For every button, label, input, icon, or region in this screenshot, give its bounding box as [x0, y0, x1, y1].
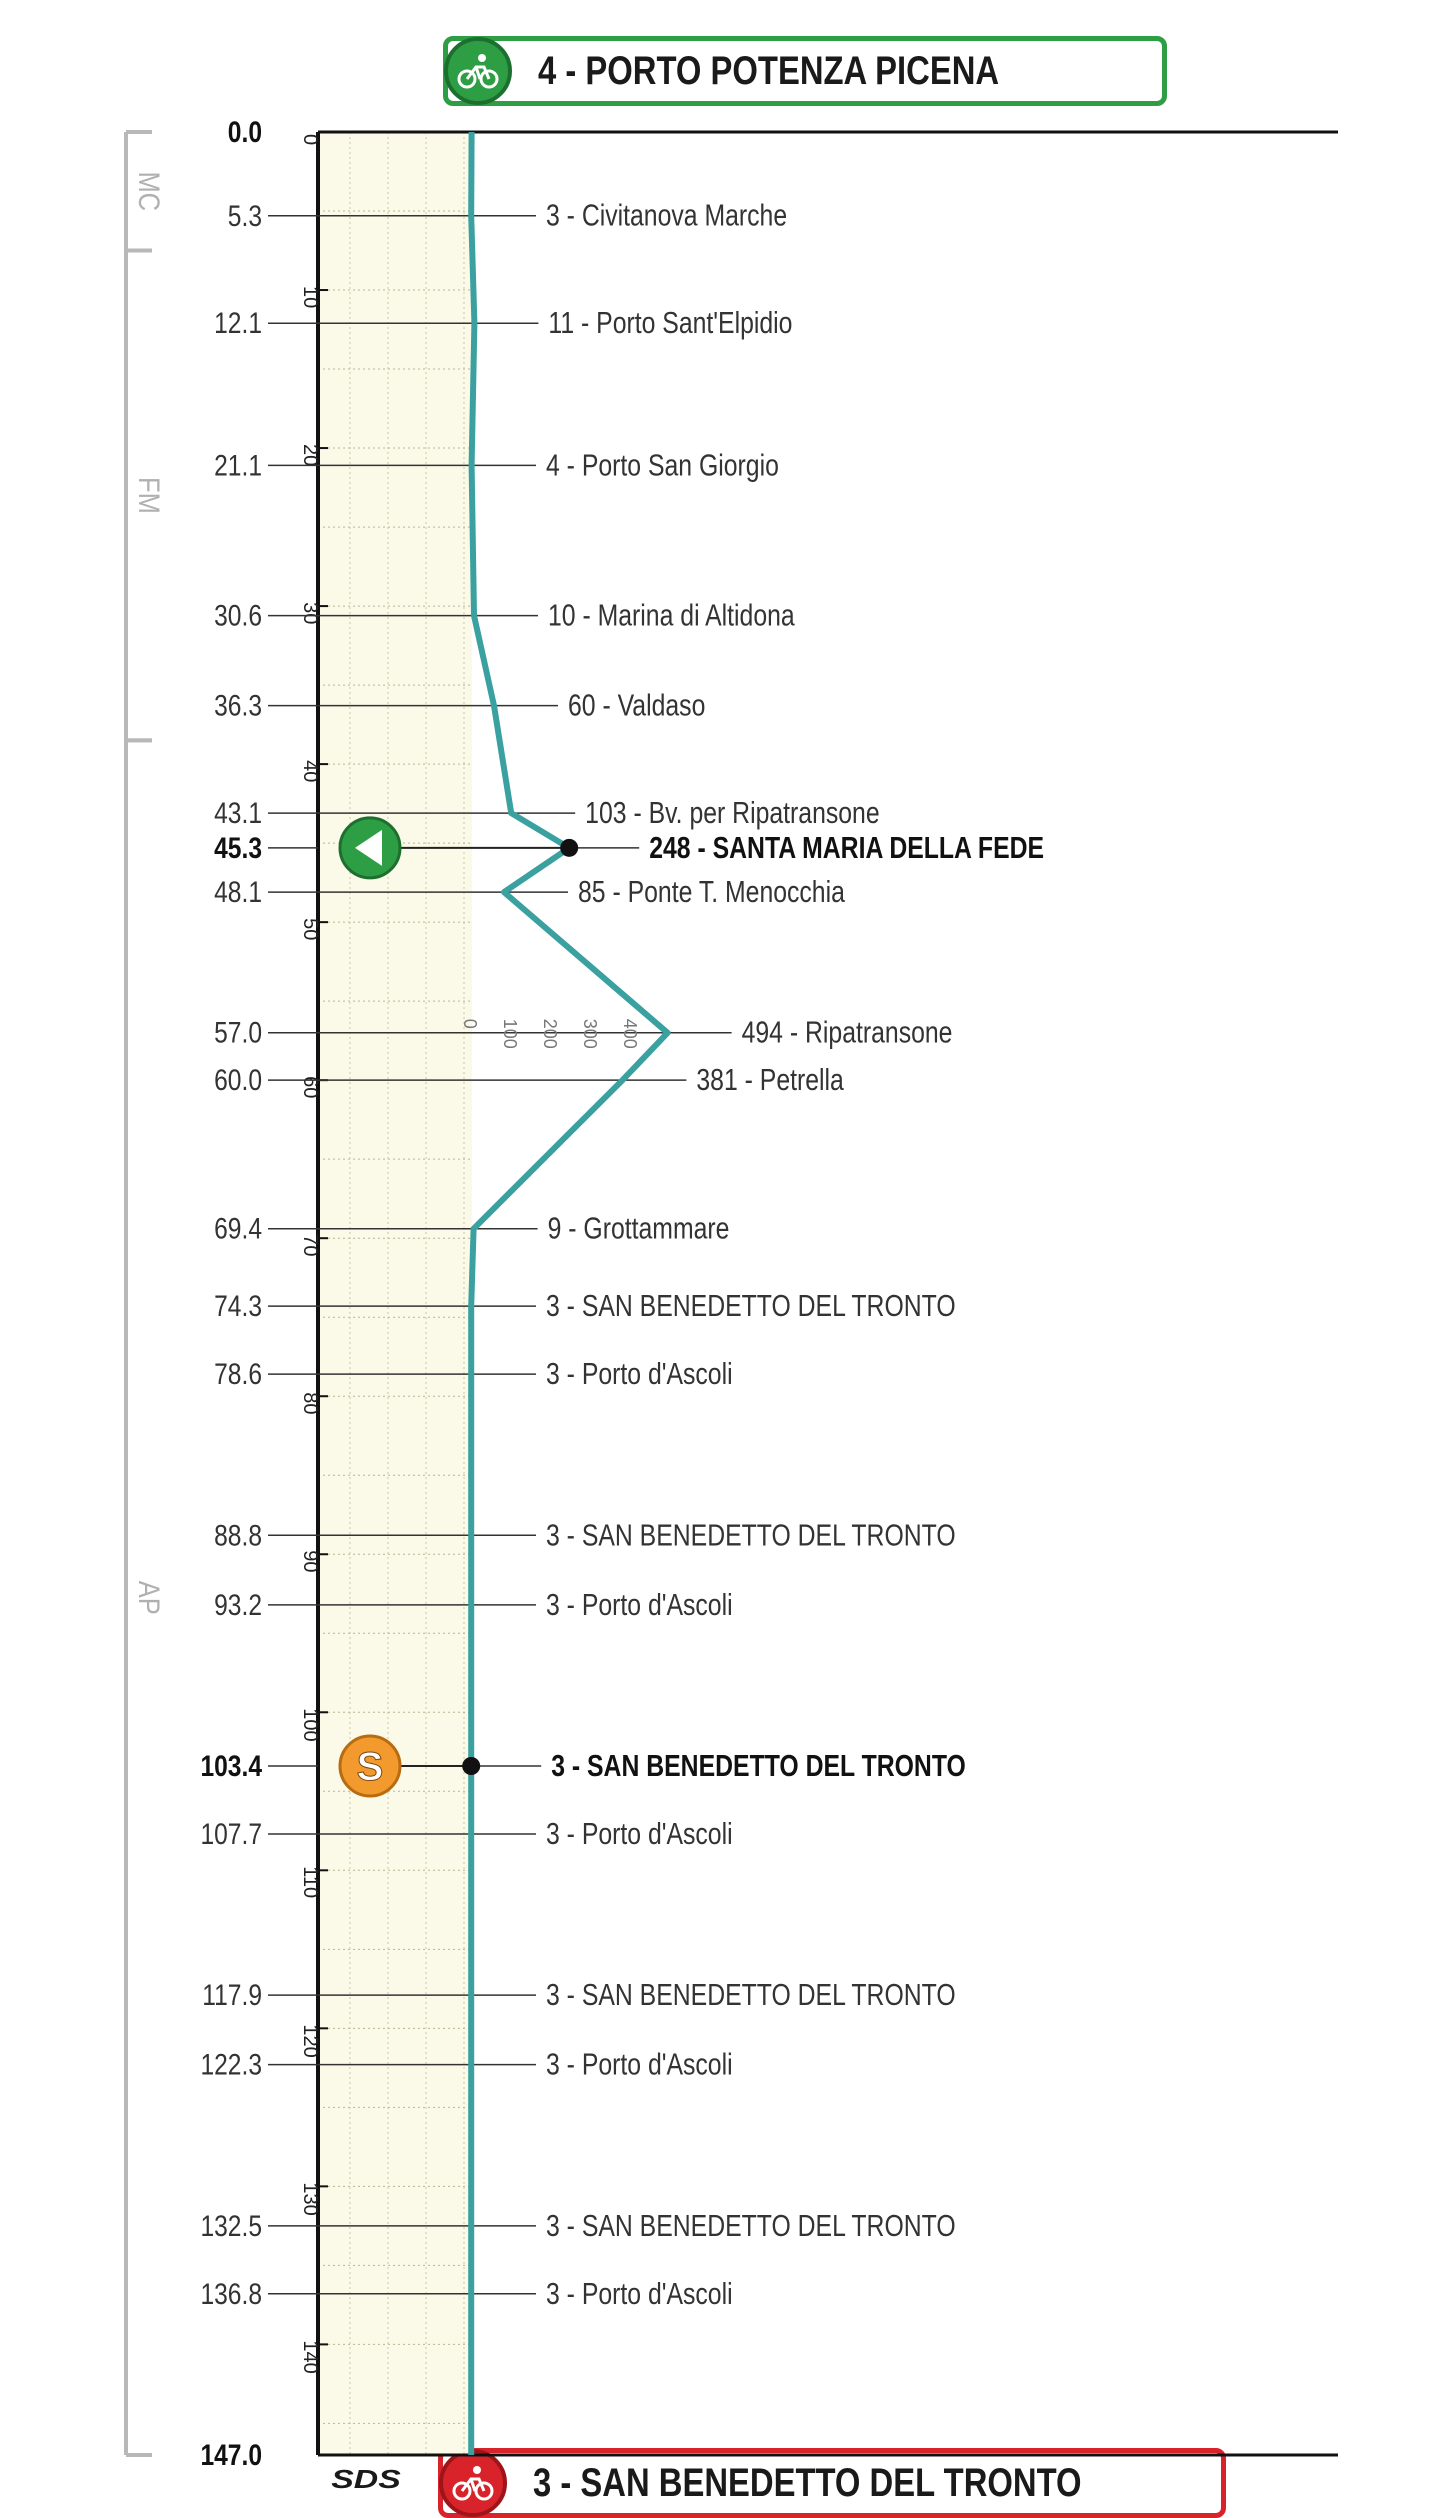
waypoint-label: 3 - SAN BENEDETTO DEL TRONTO [546, 1518, 956, 1552]
altitude-tick-label: 100 [500, 1019, 520, 1049]
region-label: AP [133, 1581, 166, 1615]
finish-banner-title: 3 - SAN BENEDETTO DEL TRONTO [533, 2461, 1082, 2505]
waypoint-km: 103.4 [200, 1749, 262, 1783]
elevation-profile-line [468, 131, 671, 2455]
waypoint-label: 3 - Porto d'Ascoli [546, 2047, 733, 2081]
waypoint-km: 74.3 [214, 1289, 262, 1323]
waypoint-km: 30.6 [214, 598, 262, 632]
waypoint-label: 85 - Ponte T. Menocchia [578, 875, 845, 909]
sprint-s-letter: S [357, 1745, 384, 1789]
waypoint-km: 69.4 [214, 1211, 262, 1245]
waypoint-km: 36.3 [214, 688, 262, 722]
waypoint-km: 57.0 [214, 1015, 262, 1049]
plot-background [318, 132, 472, 2455]
waypoint-label: 3 - Porto d'Ascoli [546, 1816, 733, 1850]
distance-tick-label: 10 [299, 286, 321, 308]
waypoint-label: 3 - SAN BENEDETTO DEL TRONTO [546, 1289, 956, 1323]
waypoint-km: 21.1 [214, 448, 262, 482]
sds-logo: SDS [331, 2466, 400, 2494]
distance-tick-label: 70 [299, 1234, 321, 1256]
waypoint-km: 48.1 [214, 875, 262, 909]
waypoint-label: 494 - Ripatransone [742, 1015, 953, 1049]
waypoint-label: 4 - Porto San Giorgio [546, 448, 779, 482]
waypoint-label: 3 - Porto d'Ascoli [546, 1587, 733, 1621]
distance-tick-label: 130 [299, 2182, 321, 2215]
distance-tick-label: 60 [299, 1076, 321, 1098]
waypoint-km: 60.0 [214, 1063, 262, 1097]
distance-tick-label: 30 [299, 602, 321, 624]
mountain-point-arrow [355, 829, 382, 866]
distance-tick-label: 50 [299, 918, 321, 940]
distance-tick-label: 90 [299, 1550, 321, 1572]
start-banner: 4 - PORTO POTENZA PICENA [443, 36, 1167, 106]
waypoint-km: 88.8 [214, 1518, 262, 1552]
waypoint-label: 3 - SAN BENEDETTO DEL TRONTO [551, 1748, 966, 1782]
start-banner-title: 4 - PORTO POTENZA PICENA [538, 49, 1000, 93]
waypoint-label: 3 - Porto d'Ascoli [546, 2276, 733, 2310]
distance-tick-label: 40 [299, 760, 321, 782]
waypoint-label: 3 - Porto d'Ascoli [546, 1356, 733, 1390]
waypoint-label: 9 - Grottammare [548, 1211, 730, 1245]
waypoint-km: 45.3 [214, 831, 262, 865]
waypoint-dot [560, 838, 579, 857]
altitude-tick-label: 0 [460, 1019, 480, 1029]
waypoint-km: 132.5 [200, 2209, 262, 2243]
waypoint-label: 3 - SAN BENEDETTO DEL TRONTO [546, 2208, 956, 2242]
cyclist-icon [444, 37, 512, 105]
waypoint-km: 136.8 [200, 2276, 262, 2310]
waypoint-km: 93.2 [214, 1587, 262, 1621]
waypoint-label: 10 - Marina di Altidona [548, 598, 795, 632]
distance-tick-label: 80 [299, 1392, 321, 1414]
waypoint-km: 117.9 [202, 1978, 262, 2012]
distance-tick-label: 0 [299, 134, 321, 145]
waypoint-label: 248 - SANTA MARIA DELLA FEDE [649, 830, 1044, 864]
waypoint-km: 107.7 [200, 1817, 262, 1851]
region-label: MC [133, 171, 166, 211]
waypoint-label: 11 - Porto Sant'Elpidio [548, 306, 792, 340]
waypoint-km: 147.0 [200, 2438, 262, 2472]
altitude-tick-label: 300 [580, 1019, 600, 1049]
distance-tick-label: 110 [299, 1866, 321, 1898]
waypoint-km: 78.6 [214, 1357, 262, 1391]
waypoint-label: 381 - Petrella [696, 1063, 844, 1097]
waypoint-label: 103 - Bv. per Ripatransone [585, 795, 879, 829]
distance-tick-label: 20 [299, 444, 321, 466]
region-label: FM [133, 477, 166, 514]
waypoint-label: 60 - Valdaso [568, 688, 705, 722]
waypoint-km: 0.0 [228, 115, 262, 149]
distance-tick-label: 140 [299, 2340, 321, 2373]
waypoint-km: 5.3 [228, 198, 262, 232]
distance-tick-label: 120 [299, 2024, 321, 2057]
waypoint-label: 3 - SAN BENEDETTO DEL TRONTO [546, 1978, 956, 2012]
altitude-tick-label: 400 [620, 1019, 640, 1049]
waypoint-label: 3 - Civitanova Marche [546, 198, 787, 232]
waypoint-km: 12.1 [214, 306, 262, 340]
altitude-tick-label: 200 [540, 1019, 560, 1049]
waypoint-km: 122.3 [200, 2047, 262, 2081]
distance-tick-label: 100 [299, 1708, 321, 1741]
sprint-s-icon [338, 1734, 402, 1798]
waypoint-dot [462, 1757, 481, 1776]
waypoint-km: 43.1 [214, 796, 262, 830]
